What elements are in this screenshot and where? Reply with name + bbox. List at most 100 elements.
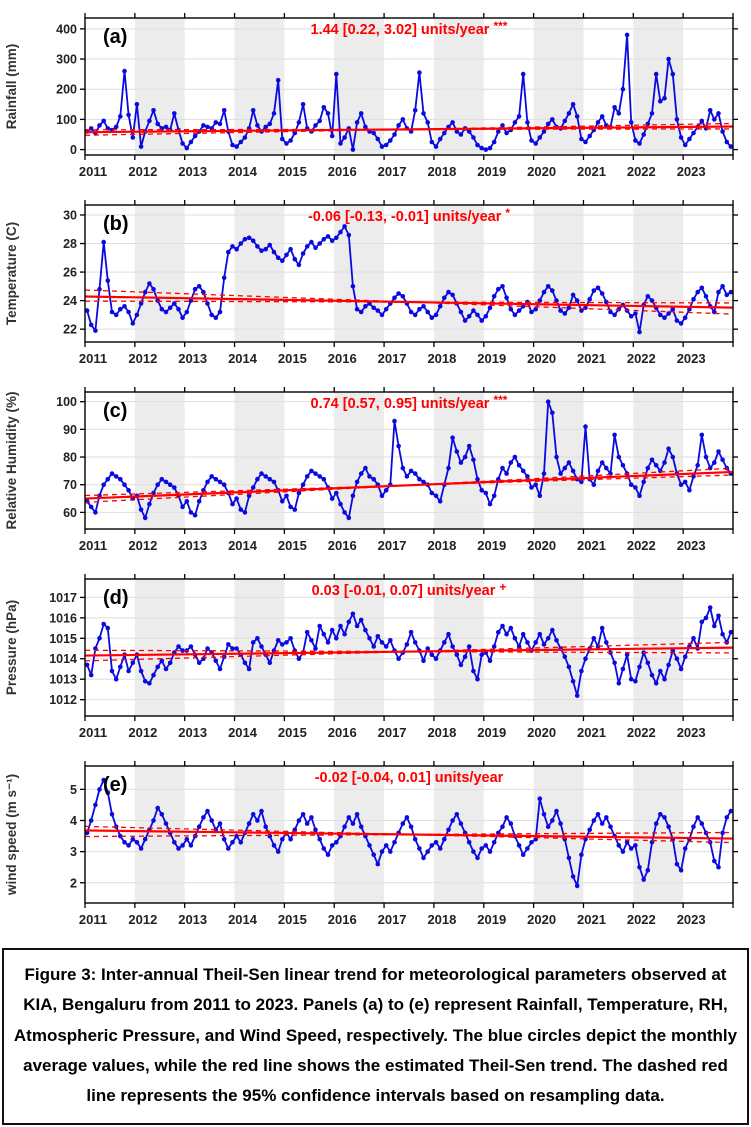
svg-text:2016: 2016 xyxy=(328,912,357,927)
svg-text:2012: 2012 xyxy=(128,912,157,927)
svg-text:90: 90 xyxy=(63,423,77,437)
svg-text:2023: 2023 xyxy=(677,538,706,553)
svg-text:2017: 2017 xyxy=(378,351,407,366)
svg-text:2016: 2016 xyxy=(328,725,357,740)
svg-text:2020: 2020 xyxy=(527,164,556,179)
axes-frame xyxy=(80,574,738,721)
svg-text:2023: 2023 xyxy=(677,164,706,179)
monthly-series xyxy=(84,777,734,889)
svg-text:2014: 2014 xyxy=(228,164,258,179)
trend-panels: 2011 2012 2013 2014 2015 2016 2017 2018 2019 2020… xyxy=(0,5,751,940)
svg-text:2012: 2012 xyxy=(128,164,157,179)
svg-text:1014: 1014 xyxy=(49,652,77,666)
svg-text:1016: 1016 xyxy=(49,611,77,625)
panel-e-chart: 2011 2012 2013 2014 2015 2016 2017 2018 2019 2020… xyxy=(4,761,738,927)
panel-a: 2011 2012 2013 2014 2015 2016 2017 2018 2019 2020… xyxy=(0,5,751,192)
panel-c-chart: 2011 2012 2013 2014 2015 2016 2017 2018 2019 2020… xyxy=(4,387,738,553)
axes-frame xyxy=(80,200,738,347)
svg-text:2018: 2018 xyxy=(427,351,456,366)
svg-text:2011: 2011 xyxy=(79,538,107,553)
theil-sen-trend xyxy=(84,289,734,315)
panel-letter: (b) xyxy=(103,213,129,235)
svg-text:2017: 2017 xyxy=(378,725,407,740)
svg-text:200: 200 xyxy=(56,83,77,97)
svg-text:2020: 2020 xyxy=(527,538,556,553)
svg-text:1013: 1013 xyxy=(49,673,77,687)
trend-annotation: 1.44 [0.22, 3.02] units/year *** xyxy=(311,19,508,38)
svg-text:3: 3 xyxy=(70,845,77,859)
svg-text:300: 300 xyxy=(56,53,77,67)
year-bands xyxy=(134,205,684,342)
tick-labels: 2011 2012 2013 2014 2015 2016 2017 2018 2019 2020… xyxy=(70,783,706,927)
year-bands xyxy=(134,392,684,529)
svg-text:2012: 2012 xyxy=(128,351,157,366)
svg-text:100: 100 xyxy=(56,113,77,127)
svg-text:2014: 2014 xyxy=(228,912,258,927)
svg-text:2022: 2022 xyxy=(627,164,656,179)
svg-text:2021: 2021 xyxy=(577,538,606,553)
svg-text:2014: 2014 xyxy=(228,725,258,740)
svg-text:1015: 1015 xyxy=(49,632,77,646)
theil-sen-trend xyxy=(84,825,734,844)
trend-annotation: -0.02 [-0.04, 0.01] units/year xyxy=(315,770,504,786)
y-axis-title: Rainfall (mm) xyxy=(4,44,19,130)
svg-text:4: 4 xyxy=(70,814,77,828)
panel-a-chart: 2011 2012 2013 2014 2015 2016 2017 2018 2019 2020… xyxy=(4,13,738,179)
svg-text:2019: 2019 xyxy=(477,912,506,927)
svg-text:2023: 2023 xyxy=(677,912,706,927)
svg-text:2014: 2014 xyxy=(228,351,258,366)
y-axis-title: Pressure (hPa) xyxy=(4,600,19,695)
svg-text:100: 100 xyxy=(56,395,77,409)
svg-text:2013: 2013 xyxy=(178,725,207,740)
svg-text:2019: 2019 xyxy=(477,351,506,366)
svg-text:2022: 2022 xyxy=(627,725,656,740)
year-bands xyxy=(134,579,684,716)
y-axis-title: Relative Humidity (%) xyxy=(4,391,19,529)
svg-text:2022: 2022 xyxy=(627,912,656,927)
svg-text:2019: 2019 xyxy=(477,725,506,740)
svg-text:2021: 2021 xyxy=(577,351,606,366)
svg-text:2016: 2016 xyxy=(328,538,357,553)
svg-text:2013: 2013 xyxy=(178,538,207,553)
svg-text:2021: 2021 xyxy=(577,725,606,740)
svg-text:1017: 1017 xyxy=(49,591,77,605)
svg-text:2017: 2017 xyxy=(378,538,407,553)
svg-text:28: 28 xyxy=(63,237,77,251)
svg-text:2015: 2015 xyxy=(278,725,307,740)
svg-text:2022: 2022 xyxy=(627,351,656,366)
svg-text:2018: 2018 xyxy=(427,538,456,553)
svg-text:2020: 2020 xyxy=(527,351,556,366)
svg-text:26: 26 xyxy=(63,266,77,280)
svg-text:1012: 1012 xyxy=(49,693,77,707)
monthly-series xyxy=(84,399,734,521)
theil-sen-trend xyxy=(84,467,734,504)
svg-text:2020: 2020 xyxy=(527,725,556,740)
svg-text:2013: 2013 xyxy=(178,164,207,179)
trend-annotation: 0.03 [-0.01, 0.07] units/year + xyxy=(312,580,507,599)
panel-b: 2011 2012 2013 2014 2015 2016 2017 2018 2019 2020… xyxy=(0,192,751,379)
svg-text:5: 5 xyxy=(70,783,77,797)
svg-text:2013: 2013 xyxy=(178,912,207,927)
axes-frame xyxy=(80,13,738,160)
figure-caption: Figure 3: Inter-annual Theil-Sen linear … xyxy=(2,948,749,1126)
svg-text:2011: 2011 xyxy=(79,164,107,179)
svg-text:2014: 2014 xyxy=(228,538,258,553)
svg-text:2018: 2018 xyxy=(427,912,456,927)
theil-sen-trend xyxy=(84,641,734,662)
svg-text:400: 400 xyxy=(56,22,77,36)
svg-text:2021: 2021 xyxy=(577,912,606,927)
panel-e: 2011 2012 2013 2014 2015 2016 2017 2018 2019 2020… xyxy=(0,753,751,940)
svg-text:2016: 2016 xyxy=(328,351,357,366)
y-axis-title: Temperature (C) xyxy=(4,222,19,325)
svg-text:2017: 2017 xyxy=(378,164,407,179)
panel-b-chart: 2011 2012 2013 2014 2015 2016 2017 2018 2019 2020… xyxy=(4,200,738,366)
panel-letter: (e) xyxy=(103,774,127,796)
svg-text:2: 2 xyxy=(70,876,77,890)
tick-labels: 2011 2012 2013 2014 2015 2016 2017 2018 2019 2020… xyxy=(56,22,705,179)
svg-text:2012: 2012 xyxy=(128,725,157,740)
svg-text:70: 70 xyxy=(63,478,77,492)
svg-text:2015: 2015 xyxy=(278,538,307,553)
svg-text:22: 22 xyxy=(63,323,77,337)
axes-frame xyxy=(80,387,738,534)
